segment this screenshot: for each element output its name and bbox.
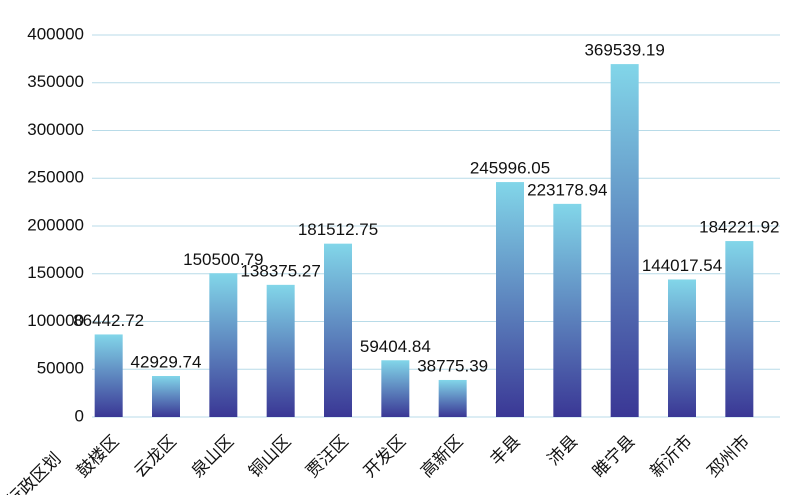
value-label: 223178.94 bbox=[527, 180, 607, 199]
x-tick-label: 丰县 bbox=[487, 432, 524, 469]
x-tick-label: 睢宁县 bbox=[589, 432, 638, 481]
value-label: 245996.05 bbox=[470, 159, 550, 178]
bar bbox=[553, 203, 582, 417]
value-label: 369539.19 bbox=[584, 41, 664, 60]
y-tick-label: 300000 bbox=[27, 120, 84, 139]
value-label: 184221.92 bbox=[699, 218, 779, 237]
value-label: 59404.84 bbox=[360, 337, 431, 356]
value-label: 138375.27 bbox=[240, 261, 320, 280]
x-tick-label: 沛县 bbox=[544, 432, 581, 469]
y-tick-label: 200000 bbox=[27, 215, 84, 234]
x-tick-label: 贾汪区 bbox=[303, 432, 352, 481]
x-tick-label: 鼓楼区 bbox=[73, 432, 122, 481]
x-tick-label: 新沂市 bbox=[647, 432, 696, 481]
x-tick-label: 高新区 bbox=[417, 432, 466, 481]
bar bbox=[266, 284, 295, 417]
x-tick-label: 开发区 bbox=[360, 432, 409, 481]
value-label: 38775.39 bbox=[417, 356, 488, 375]
y-tick-label: 150000 bbox=[27, 263, 84, 282]
bar bbox=[209, 273, 238, 417]
value-label: 150500.79 bbox=[183, 250, 263, 269]
bar bbox=[438, 379, 467, 417]
value-label: 144017.54 bbox=[642, 256, 722, 275]
bar bbox=[324, 243, 352, 417]
bar bbox=[725, 241, 754, 417]
value-label: 42929.74 bbox=[131, 352, 202, 371]
bar bbox=[381, 360, 410, 417]
bar bbox=[152, 376, 180, 417]
y-tick-label: 100000 bbox=[27, 311, 84, 330]
value-label: 181512.75 bbox=[298, 220, 378, 239]
x-tick-label: 邳州市 bbox=[704, 432, 753, 481]
y-tick-label: 350000 bbox=[27, 72, 84, 91]
bar bbox=[668, 279, 696, 417]
bar bbox=[94, 334, 123, 417]
bar bbox=[496, 182, 524, 417]
y-tick-label: 400000 bbox=[27, 24, 84, 43]
y-tick-label: 50000 bbox=[37, 359, 84, 378]
x-tick-label: 泉山区 bbox=[188, 432, 237, 481]
bar bbox=[610, 64, 639, 417]
value-label: 86442.72 bbox=[73, 311, 144, 330]
x-axis-label: 行政区划 bbox=[3, 449, 65, 495]
y-tick-label: 250000 bbox=[27, 168, 84, 187]
x-tick-label: 铜山区 bbox=[245, 432, 294, 481]
y-tick-label: 0 bbox=[75, 406, 84, 425]
x-tick-label: 云龙区 bbox=[131, 432, 180, 481]
